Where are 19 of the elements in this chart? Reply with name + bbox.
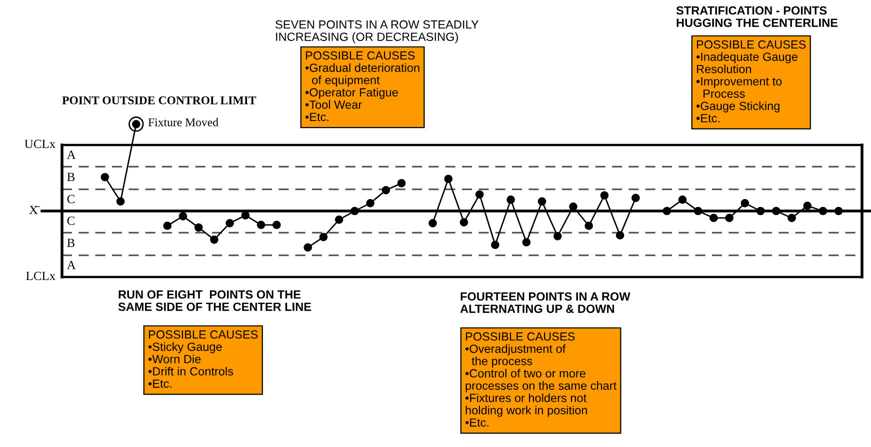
text: SEVEN POINTS IN A ROW STEADILY INCREASING (OR DECREASING) [276,20,479,44]
annotation: C [67,194,74,204]
text: POSSIBLE CAUSES •Gradual deterioration of equipment •Operator Fatigue •Tool Wear •Etc. [305,51,420,122]
text: FOURTEEN POINTS IN A ROW ALTERNATING UP & DOWN [460,292,630,313]
annotation: Fixture Moved [148,118,218,126]
text: POSSIBLE CAUSES •Overadjustment of the process •Control of two or more processes on the same chart •Fixtures or holders not holding work in position •Etc. [465,332,616,427]
annotation: B [67,238,75,248]
text: POINT OUTSIDE CONTROL LIMIT [62,96,256,104]
text: POSSIBLE CAUSES •Sticky Gauge •Worn Die •Drift in Controls •Etc. [148,330,258,388]
ref-line-label: X̄ [29,206,40,214]
ref-line-label: LCLx [26,272,56,280]
text: A [66,260,76,270]
annotation: A [66,150,76,159]
text: RUN OF EIGHT POINTS ON THE SAME SIDE OF THE CENTER LINE [118,290,312,311]
annotation: C [67,216,74,225]
text: STRATIFICATION - POINTS HUGGING THE CENTERLINE [676,6,838,27]
text: POSSIBLE CAUSES •Inadequate Gauge Resolution •Improvement to Process •Gauge Sticking •Etc. [696,40,806,122]
annotation: B [67,172,75,182]
ref-line-label: UCLx [24,140,56,148]
